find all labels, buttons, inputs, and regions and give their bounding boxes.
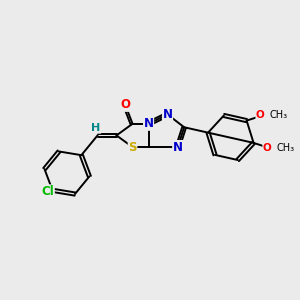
Text: O: O: [120, 98, 130, 111]
Text: N: N: [144, 117, 154, 130]
Text: N: N: [163, 108, 172, 121]
Text: CH₃: CH₃: [276, 143, 294, 153]
Text: H: H: [92, 123, 101, 133]
Text: N: N: [173, 141, 183, 154]
Text: O: O: [256, 110, 265, 120]
Text: O: O: [263, 143, 272, 153]
Text: CH₃: CH₃: [269, 110, 287, 120]
Text: S: S: [128, 141, 137, 154]
Text: Cl: Cl: [41, 185, 54, 198]
